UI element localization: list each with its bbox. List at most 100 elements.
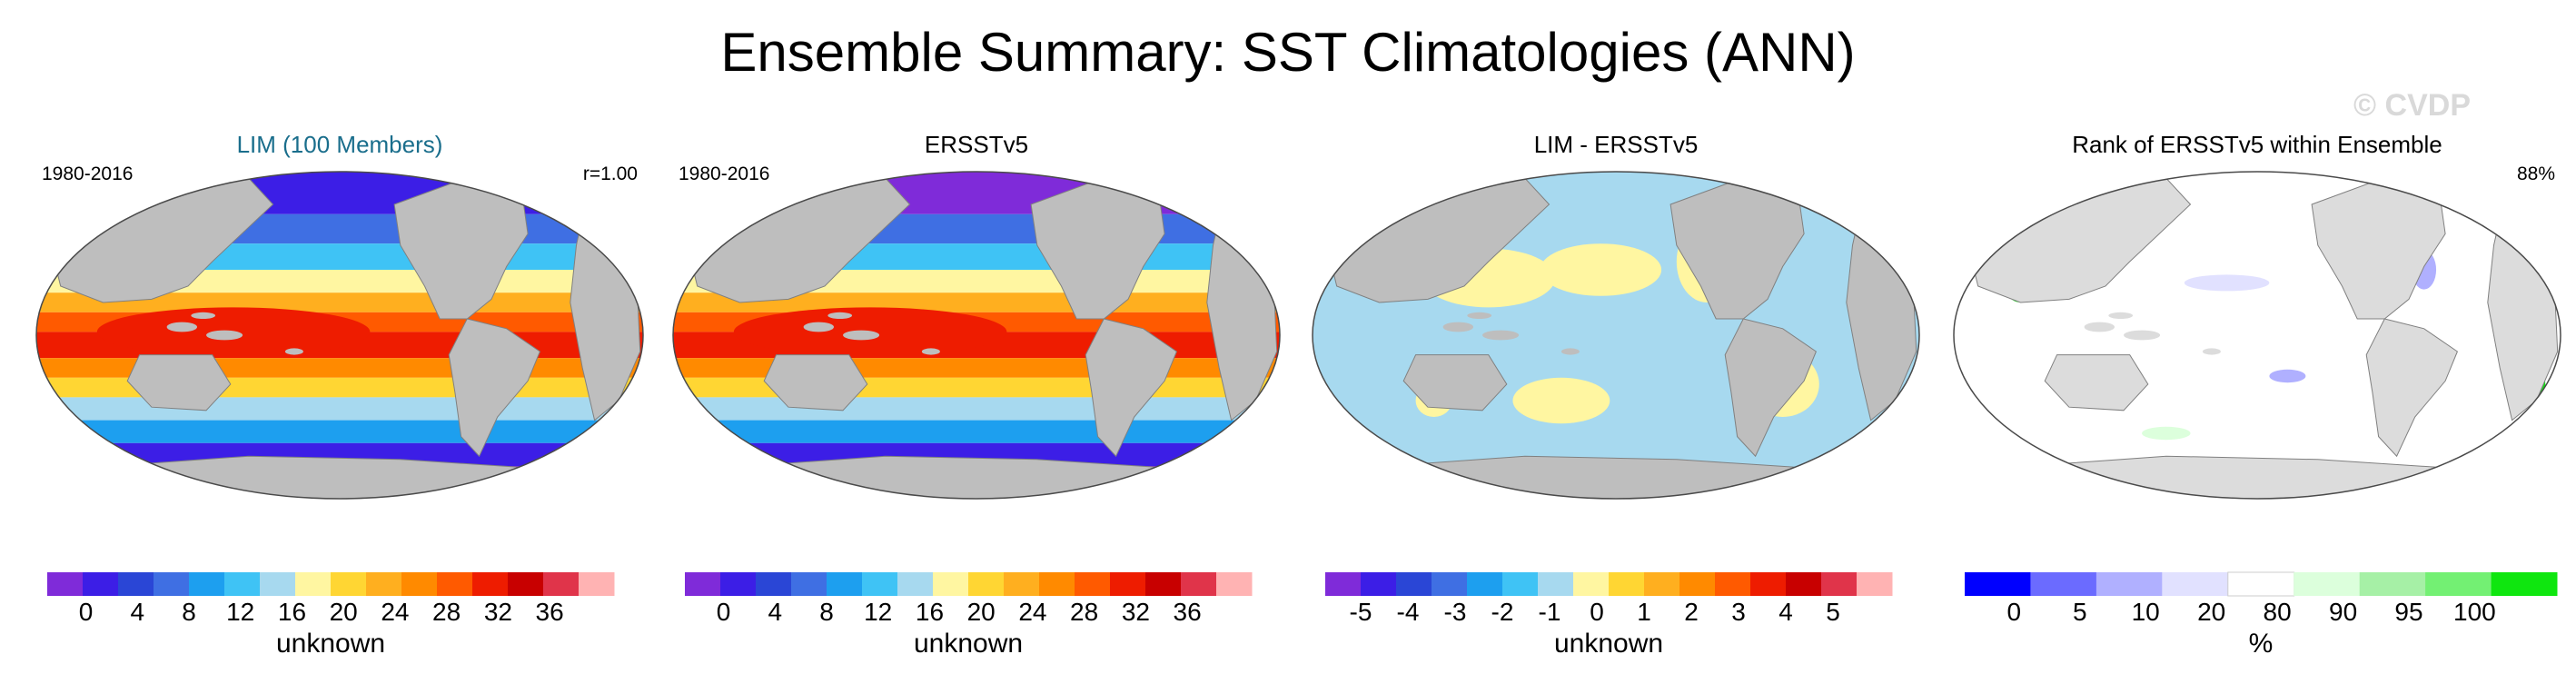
colorbar-4-unit: % [2249, 629, 2274, 659]
colorbar-4-tick-2: 5 [2073, 598, 2087, 626]
island-3 [1467, 312, 1492, 319]
sst-band-11 [673, 420, 1280, 443]
colorbar-2-swatch-2 [720, 572, 757, 596]
colorbar-2-tick-2: 4 [768, 598, 783, 626]
colorbar-1-swatch-11 [401, 572, 438, 596]
map-2 [673, 172, 1280, 499]
colorbar-2: 0 4 8 12 16 20 24 28 32 36 unknown [685, 572, 1253, 659]
colorbar-1-tick-7: 24 [381, 598, 409, 626]
colorbar-4-tick-5: 80 [2264, 598, 2292, 626]
colorbar-3-swatch-1 [1325, 572, 1362, 596]
colorbar-2-swatch-7 [897, 572, 934, 596]
colorbar-1-swatch-10 [366, 572, 402, 596]
colorbar-1-swatch-14 [508, 572, 544, 596]
colorbar-3-swatch-15 [1821, 572, 1858, 596]
diff-positive-region-2 [1540, 243, 1662, 296]
island-2 [2124, 330, 2161, 341]
colorbar-2-tick-3: 8 [819, 598, 834, 626]
colorbar-2-swatch-16 [1216, 572, 1253, 596]
colorbar-2-swatch-13 [1110, 572, 1146, 596]
panel-3: LIM - ERSSTv5 -5 -4 -3 -2 -1 0 1 2 3 4 5 unknown [1312, 131, 1920, 659]
land-australia [763, 354, 868, 411]
colorbar-3-tick-10: 4 [1778, 598, 1793, 626]
colorbar-1-swatch-7 [260, 572, 296, 596]
watermark: © CVDP [2353, 88, 2471, 123]
colorbar-2-swatch-9 [968, 572, 1005, 596]
colorbar-4-swatch-1 [1965, 572, 2031, 596]
island-4 [1560, 348, 1580, 355]
colorbar-4-swatch-8 [2425, 572, 2492, 596]
colorbar-3-tick-3: -3 [1444, 598, 1467, 626]
colorbar-2-tick-4: 12 [864, 598, 892, 626]
map-border-2 [672, 171, 1281, 500]
colorbar-1-swatch-16 [579, 572, 615, 596]
land-australia [126, 354, 232, 411]
land-australia [2044, 354, 2149, 411]
colorbar-1-tick-5: 16 [278, 598, 306, 626]
figure-title: Ensemble Summary: SST Climatologies (ANN… [720, 22, 1855, 83]
colorbar-2-swatch-3 [756, 572, 792, 596]
colorbar-1-swatch-12 [437, 572, 473, 596]
colorbar-4-swatch-6 [2294, 572, 2361, 596]
colorbar-3-swatch-4 [1432, 572, 1468, 596]
panels: LIM (100 Members)1980-2016 r=1.000 4 8 12 16 2… [35, 131, 2561, 659]
land-south-america [2365, 318, 2459, 458]
colorbar-2-swatch-6 [862, 572, 898, 596]
island-4 [2202, 348, 2221, 355]
colorbar-4-swatch-3 [2095, 572, 2163, 596]
map-border-1 [35, 171, 644, 500]
land-south-america [448, 318, 541, 458]
colorbar-1-tick-1: 0 [79, 598, 94, 626]
colorbar-1-tick-9: 32 [484, 598, 512, 626]
colorbar-2-swatch-1 [685, 572, 721, 596]
map-border-4 [1953, 171, 2561, 500]
panel-title-2: ERSSTv5 [925, 131, 1028, 158]
colorbar-1-tick-3: 8 [182, 598, 196, 626]
map-3 [1313, 172, 1919, 499]
panel-title-3: LIM - ERSSTv5 [1534, 131, 1699, 158]
colorbar-1-swatch-2 [83, 572, 119, 596]
diff-positive-region-4 [1512, 377, 1610, 424]
colorbar-2-tick-10: 36 [1174, 598, 1202, 626]
colorbar-2-tick-8: 28 [1070, 598, 1098, 626]
panel-1: LIM (100 Members) 1980-2016 r=1.00 0 4 8 12 16 2… [35, 131, 644, 659]
colorbar-3-swatch-3 [1396, 572, 1432, 596]
colorbar-3-swatch-16 [1857, 572, 1893, 596]
sst-band-8 [673, 358, 1280, 378]
colorbar-4-tick-1: 0 [2007, 598, 2022, 626]
rank-region-7 [2142, 426, 2191, 441]
sst-band-8 [36, 358, 643, 378]
colorbar-2-swatch-14 [1145, 572, 1182, 596]
colorbar-3-swatch-11 [1679, 572, 1716, 596]
colorbar-1-swatch-6 [224, 572, 261, 596]
colorbar-4-swatch-2 [2030, 572, 2097, 596]
colorbar-2-swatch-5 [827, 572, 863, 596]
colorbar-2-swatch-11 [1039, 572, 1075, 596]
panel-left-label-2: 1980-2016 [679, 164, 769, 184]
colorbar-3-tick-9: 3 [1731, 598, 1746, 626]
island-2 [1482, 330, 1520, 341]
colorbar-4-tick-4: 20 [2197, 598, 2225, 626]
island-1 [166, 322, 198, 332]
colorbar-2-tick-9: 32 [1122, 598, 1150, 626]
colorbar-1-tick-6: 20 [330, 598, 358, 626]
colorbar-3-swatch-5 [1467, 572, 1503, 596]
colorbar-4-swatch-9 [2491, 572, 2558, 596]
colorbar-1-swatch-4 [154, 572, 190, 596]
colorbar-1-swatch-15 [543, 572, 580, 596]
colorbar-1-swatch-9 [331, 572, 367, 596]
colorbar-4-swatch-4 [2162, 572, 2229, 596]
colorbar-4-tick-7: 95 [2394, 598, 2422, 626]
colorbar-3-swatch-6 [1502, 572, 1539, 596]
colorbar-3-tick-11: 5 [1826, 598, 1840, 626]
colorbar-3-swatch-14 [1786, 572, 1822, 596]
colorbar-2-swatch-8 [933, 572, 969, 596]
colorbar-4-tick-8: 100 [2453, 598, 2496, 626]
colorbar-1-tick-4: 12 [226, 598, 254, 626]
island-3 [2108, 312, 2134, 319]
colorbar-3-swatch-9 [1609, 572, 1645, 596]
colorbar-3-tick-6: 0 [1590, 598, 1604, 626]
island-4 [921, 348, 940, 355]
colorbar-2-swatch-4 [791, 572, 827, 596]
